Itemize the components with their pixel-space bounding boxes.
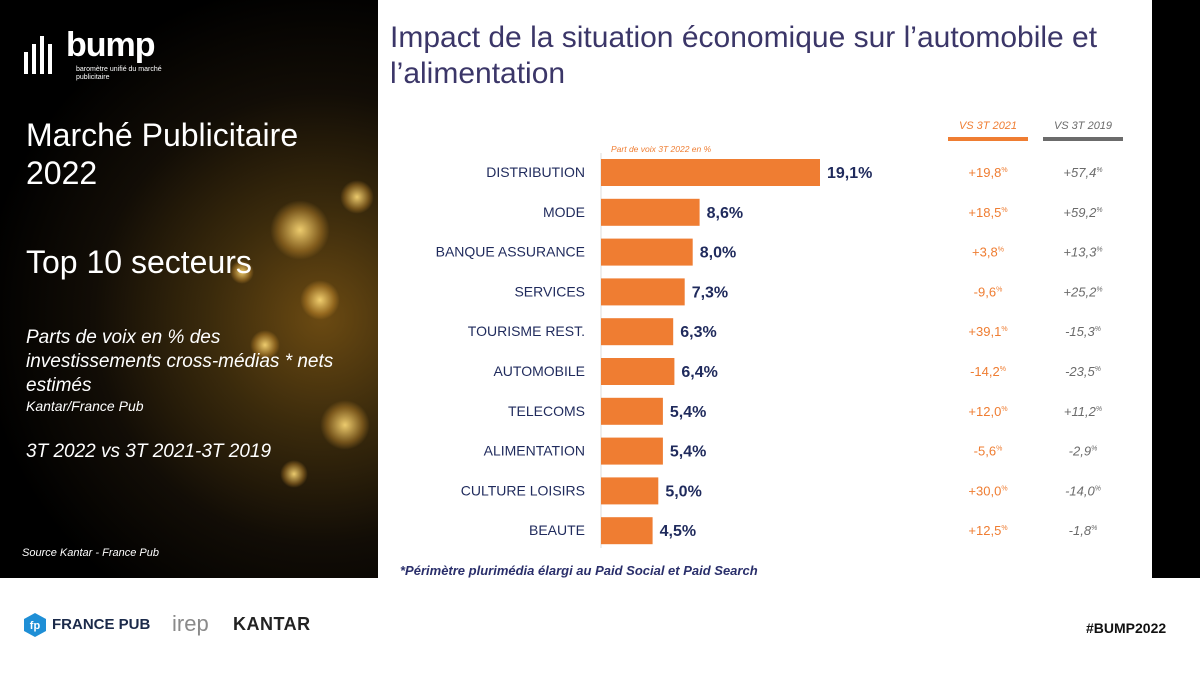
cover-panel: bump baromètre unifié du marché publicit… xyxy=(0,0,378,578)
comparison-value: +12,5% xyxy=(968,523,1007,538)
comparison-header: VS 3T 2019 xyxy=(1054,120,1112,132)
bar xyxy=(601,437,663,465)
comparison-value: +13,3% xyxy=(1063,245,1102,260)
axis-caption: Part de voix 3T 2022 en % xyxy=(611,144,712,154)
chart-title: Impact de la situation économique sur l’… xyxy=(390,21,1098,90)
comparison-value: -23,5% xyxy=(1065,364,1101,379)
comparison-value: -9,6% xyxy=(974,284,1003,299)
comparison-header-underline xyxy=(1043,137,1123,141)
comparison-unit: % xyxy=(1091,525,1097,532)
bar-chart: Part de voix 3T 2022 en % VS 3T 2021 VS 3… xyxy=(436,120,1123,548)
footer: fp FRANCE PUB irep KANTAR #BUMP2022 xyxy=(0,578,1200,674)
comparison-unit: % xyxy=(1001,525,1007,532)
bar xyxy=(601,358,675,385)
comparison-value: -14,2% xyxy=(970,364,1006,379)
bump-wordmark: bump xyxy=(66,26,156,64)
comparison-unit: % xyxy=(1095,326,1101,333)
comparison-value: +11,2% xyxy=(1064,404,1102,419)
comparison-unit: % xyxy=(1095,366,1101,373)
hashtag: #BUMP2022 xyxy=(1086,620,1167,636)
cover-source: Source Kantar - France Pub xyxy=(22,547,159,559)
bar xyxy=(601,238,693,266)
comparison-unit: % xyxy=(1001,207,1007,214)
data-label: 5,0% xyxy=(665,483,701,500)
data-label: 5,4% xyxy=(670,444,706,461)
data-label: 8,0% xyxy=(700,245,736,262)
comparison-header-underline xyxy=(948,137,1028,141)
data-label: 6,4% xyxy=(681,364,717,381)
comparison-value: +19,8% xyxy=(968,165,1007,180)
cover-period: 3T 2022 vs 3T 2021-3T 2019 xyxy=(26,441,272,462)
comparison-unit: % xyxy=(1001,167,1007,174)
category-label: ALIMENTATION xyxy=(484,443,585,459)
comparison-value: -14,0% xyxy=(1065,483,1101,498)
bar xyxy=(601,517,653,545)
bar xyxy=(601,278,685,306)
data-label: 8,6% xyxy=(707,205,743,222)
comparison-unit: % xyxy=(1001,485,1007,492)
data-label: 6,3% xyxy=(680,324,716,341)
kantar-logo: KANTAR xyxy=(233,614,311,634)
data-label: 19,1% xyxy=(827,165,872,182)
cover-description: Parts de voix en % des investissements c… xyxy=(26,327,334,396)
cover-title: Marché Publicitaire 2022 xyxy=(26,117,299,191)
category-label: CULTURE LOISIRS xyxy=(461,482,585,498)
comparison-value: +25,2% xyxy=(1063,284,1102,299)
right-edge-strip xyxy=(1152,0,1200,578)
france-pub-mark: fp xyxy=(30,620,41,632)
comparison-unit: % xyxy=(996,286,1002,293)
comparison-value: -15,3% xyxy=(1065,324,1101,339)
comparison-value: +12,0% xyxy=(968,404,1007,419)
comparison-value: +30,0% xyxy=(968,483,1007,498)
france-pub-logo: fp xyxy=(24,613,46,637)
comparison-unit: % xyxy=(1096,406,1102,413)
comparison-value: +18,5% xyxy=(968,205,1007,220)
category-label: MODE xyxy=(543,204,585,220)
category-label: DISTRIBUTION xyxy=(486,164,585,180)
comparison-unit: % xyxy=(1096,167,1102,174)
bump-tagline: baromètre unifié du marché publicitaire xyxy=(76,66,162,81)
comparison-unit: % xyxy=(1096,207,1102,214)
france-pub-text: FRANCE PUB xyxy=(52,616,151,633)
comparison-value: -5,6% xyxy=(974,444,1003,459)
data-label: 5,4% xyxy=(670,404,706,421)
category-label: TOURISME REST. xyxy=(468,323,585,339)
category-label: BEAUTE xyxy=(529,522,585,538)
comparison-unit: % xyxy=(1096,247,1102,254)
comparison-value: +3,8% xyxy=(972,245,1004,260)
comparison-unit: % xyxy=(998,247,1004,254)
comparison-value: +57,4% xyxy=(1063,165,1102,180)
comparison-value: -1,8% xyxy=(1069,523,1098,538)
comparison-value: -2,9% xyxy=(1069,444,1098,459)
comparison-unit: % xyxy=(1001,406,1007,413)
chart-panel xyxy=(378,0,1152,578)
comparison-value: +39,1% xyxy=(968,324,1007,339)
comparison-unit: % xyxy=(1091,446,1097,453)
category-label: BANQUE ASSURANCE xyxy=(436,244,585,260)
comparison-unit: % xyxy=(1000,366,1006,373)
cover-subtitle: Top 10 secteurs xyxy=(26,244,252,280)
comparison-unit: % xyxy=(996,446,1002,453)
category-label: AUTOMOBILE xyxy=(493,363,585,379)
category-label: SERVICES xyxy=(514,283,585,299)
comparison-value: +59,2% xyxy=(1063,205,1102,220)
comparison-unit: % xyxy=(1096,286,1102,293)
category-label: TELECOMS xyxy=(508,403,585,419)
chart-footnote: *Périmètre plurimédia élargi au Paid Soc… xyxy=(400,563,758,578)
bar xyxy=(601,318,674,346)
comparison-header: VS 3T 2021 xyxy=(959,120,1017,132)
comparison-unit: % xyxy=(1001,326,1007,333)
bars-icon xyxy=(24,34,60,74)
cover-description-source: Kantar/France Pub xyxy=(26,398,144,414)
irep-logo: irep xyxy=(172,611,209,636)
bar xyxy=(601,397,663,425)
comparison-unit: % xyxy=(1095,485,1101,492)
bar xyxy=(601,477,659,505)
bar xyxy=(601,159,820,186)
bar xyxy=(601,198,700,226)
data-label: 4,5% xyxy=(660,523,696,540)
data-label: 7,3% xyxy=(692,284,728,301)
